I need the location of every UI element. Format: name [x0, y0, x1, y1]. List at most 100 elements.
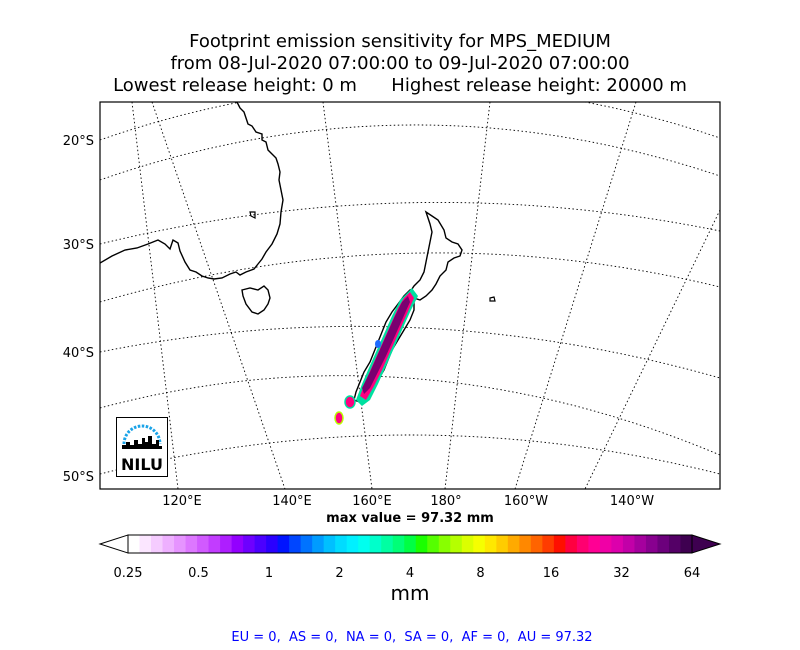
- colorbar-cell: [151, 535, 164, 553]
- colorbar-extend-right: [691, 534, 722, 554]
- colorbar-cell: [243, 535, 256, 553]
- colorbar-cell: [668, 535, 682, 553]
- plume-blob-south: [344, 395, 356, 409]
- plume-blob-far-south: [334, 411, 344, 425]
- colorbar-cell: [645, 535, 659, 553]
- colorbar-frame: [127, 534, 693, 554]
- colorbar-extend-left: [98, 534, 129, 554]
- colorbar-cell: [197, 535, 210, 553]
- colorbar-cell: [139, 535, 152, 553]
- colorbar-cell: [266, 535, 279, 553]
- colorbar-tick-label: 32: [613, 566, 630, 581]
- latitude-line-25s: [100, 124, 720, 181]
- colorbar-cell: [588, 535, 601, 553]
- colorbar-cell: [530, 535, 543, 553]
- longitude-line-160e: [322, 102, 373, 489]
- graticule-longitudes: [131, 102, 720, 489]
- lon-label-140e: 140°E: [272, 494, 312, 509]
- colorbar-cell: [461, 535, 474, 553]
- lon-label-160w: 160°W: [504, 494, 548, 509]
- plume-spot-blue: [375, 340, 381, 348]
- colorbar-tick-label: 0.5: [188, 566, 209, 581]
- colorbar-tick-label: 8: [476, 566, 484, 581]
- colorbar-cell: [300, 535, 313, 553]
- latitude-line-30s: [100, 202, 720, 245]
- colorbar-cell: [392, 535, 405, 553]
- colorbar-cell: [312, 535, 325, 553]
- colorbar-tick-label: 64: [684, 566, 701, 581]
- lon-label-140w: 140°W: [610, 494, 654, 509]
- tasmania-island: [241, 285, 271, 315]
- map-title-line-2: from 08-Jul-2020 07:00:00 to 09-Jul-2020…: [170, 53, 630, 74]
- colorbar-tick-label: 4: [406, 566, 414, 581]
- latitude-line-45s: [100, 375, 720, 456]
- graticule-latitudes: [100, 102, 720, 475]
- colorbar-cell: [323, 535, 336, 553]
- map-title-line-1: Footprint emission sensitivity for MPS_M…: [189, 31, 611, 52]
- colorbar-cell: [622, 535, 636, 553]
- colorbar-cell: [231, 535, 244, 553]
- colorbar-ticks: 0.25 0.5 1 2 4 8 16 32 64: [114, 566, 701, 581]
- colorbar-unit-label: mm: [390, 581, 430, 605]
- colorbar-cell: [519, 535, 532, 553]
- colorbar-cell: [576, 535, 590, 553]
- small-island: [249, 211, 256, 219]
- colorbar-cell: [438, 535, 451, 553]
- colorbar-tick-label: 2: [335, 566, 343, 581]
- lon-label-160e: 160°E: [352, 494, 392, 509]
- latitude-line-20s: [100, 102, 720, 141]
- colorbar-cell: [450, 535, 463, 553]
- lat-label-20s: 20°S: [63, 134, 94, 149]
- colorbar-tick-label: 1: [265, 566, 273, 581]
- colorbar-cells: [128, 535, 693, 553]
- nz-north-island: [409, 210, 463, 301]
- colorbar-cell: [369, 535, 382, 553]
- lon-label-120e: 120°E: [162, 494, 202, 509]
- longitude-line-180: [444, 102, 491, 489]
- colorbar-tick-label: 0.25: [114, 566, 143, 581]
- plume-core: [362, 296, 410, 394]
- colorbar-cell: [358, 535, 371, 553]
- colorbar-cell: [254, 535, 267, 553]
- colorbar-cell: [185, 535, 198, 553]
- colorbar-cell: [381, 535, 394, 553]
- colorbar-cell: [415, 535, 428, 553]
- colorbar-cell: [162, 535, 175, 553]
- colorbar-cell: [542, 535, 555, 553]
- colorbar-cell: [473, 535, 486, 553]
- latitude-line-50s: [100, 434, 720, 475]
- small-island-east: [489, 296, 496, 302]
- sensitivity-plume: [334, 288, 418, 425]
- colorbar-cell: [289, 535, 302, 553]
- latitude-line-40s: [100, 325, 720, 379]
- region-summary: EU = 0, AS = 0, NA = 0, SA = 0, AF = 0, …: [231, 630, 593, 645]
- colorbar-cell: [553, 535, 566, 553]
- colorbar: 0.25 0.5 1 2 4 8 16 32 64: [98, 534, 722, 581]
- longitude-line-120e: [131, 102, 179, 489]
- colorbar-cell: [404, 535, 417, 553]
- map-title-line-3: Lowest release height: 0 m Highest relea…: [113, 75, 687, 96]
- lat-label-50s: 50°S: [63, 470, 94, 485]
- colorbar-cell: [346, 535, 359, 553]
- lat-label-40s: 40°S: [63, 346, 94, 361]
- colorbar-cell: [208, 535, 221, 553]
- australia-coastline: [100, 102, 284, 280]
- colorbar-cell: [496, 535, 509, 553]
- colorbar-cell: [599, 535, 613, 553]
- colorbar-tick-label: 16: [543, 566, 560, 581]
- colorbar-cell: [680, 535, 693, 553]
- nilu-logo-mark: [122, 424, 162, 449]
- colorbar-cell: [611, 535, 624, 553]
- colorbar-cell: [220, 535, 233, 553]
- colorbar-cell: [128, 535, 141, 553]
- lat-label-30s: 30°S: [63, 238, 94, 253]
- colorbar-cell: [174, 535, 187, 553]
- colorbar-cell: [484, 535, 497, 553]
- colorbar-cell: [277, 535, 290, 553]
- max-value-label: max value = 97.32 mm: [326, 511, 494, 526]
- colorbar-cell: [507, 535, 520, 553]
- colorbar-cell: [427, 535, 440, 553]
- colorbar-cell: [634, 535, 647, 553]
- map-frame: [99, 101, 721, 490]
